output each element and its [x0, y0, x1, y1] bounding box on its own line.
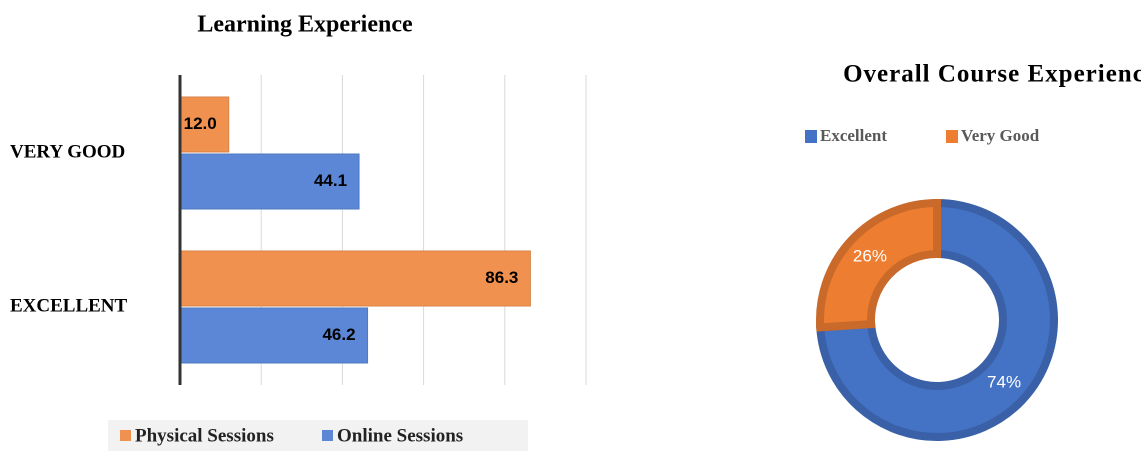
legend-label: Excellent	[820, 126, 887, 145]
bar	[179, 307, 369, 364]
legend-swatch	[946, 130, 958, 143]
data-label: 26%	[853, 247, 887, 266]
donut-slice	[816, 198, 941, 332]
bar	[179, 96, 230, 153]
legend-swatch	[805, 130, 817, 143]
legend-box	[108, 420, 528, 451]
donut-slice-face	[828, 211, 937, 327]
bar	[179, 250, 531, 307]
legend-swatch	[120, 430, 131, 441]
chart-title: Overall Course Experience	[843, 61, 1141, 88]
legend-label: Physical Sessions	[135, 425, 274, 446]
legend-label: Online Sessions	[337, 425, 463, 446]
chart-title: Learning Experience	[197, 12, 413, 38]
data-label: 86.3	[485, 268, 518, 287]
category-label: VERY GOOD	[10, 141, 125, 162]
data-label: 12.0	[184, 114, 217, 133]
legend-swatch	[322, 430, 333, 441]
data-label: 74%	[987, 372, 1021, 391]
data-label: 46.2	[322, 325, 355, 344]
category-label: EXCELLENT	[10, 295, 128, 316]
legend-label: Very Good	[961, 126, 1040, 145]
data-label: 44.1	[314, 171, 347, 190]
donut-slice	[815, 198, 1058, 441]
